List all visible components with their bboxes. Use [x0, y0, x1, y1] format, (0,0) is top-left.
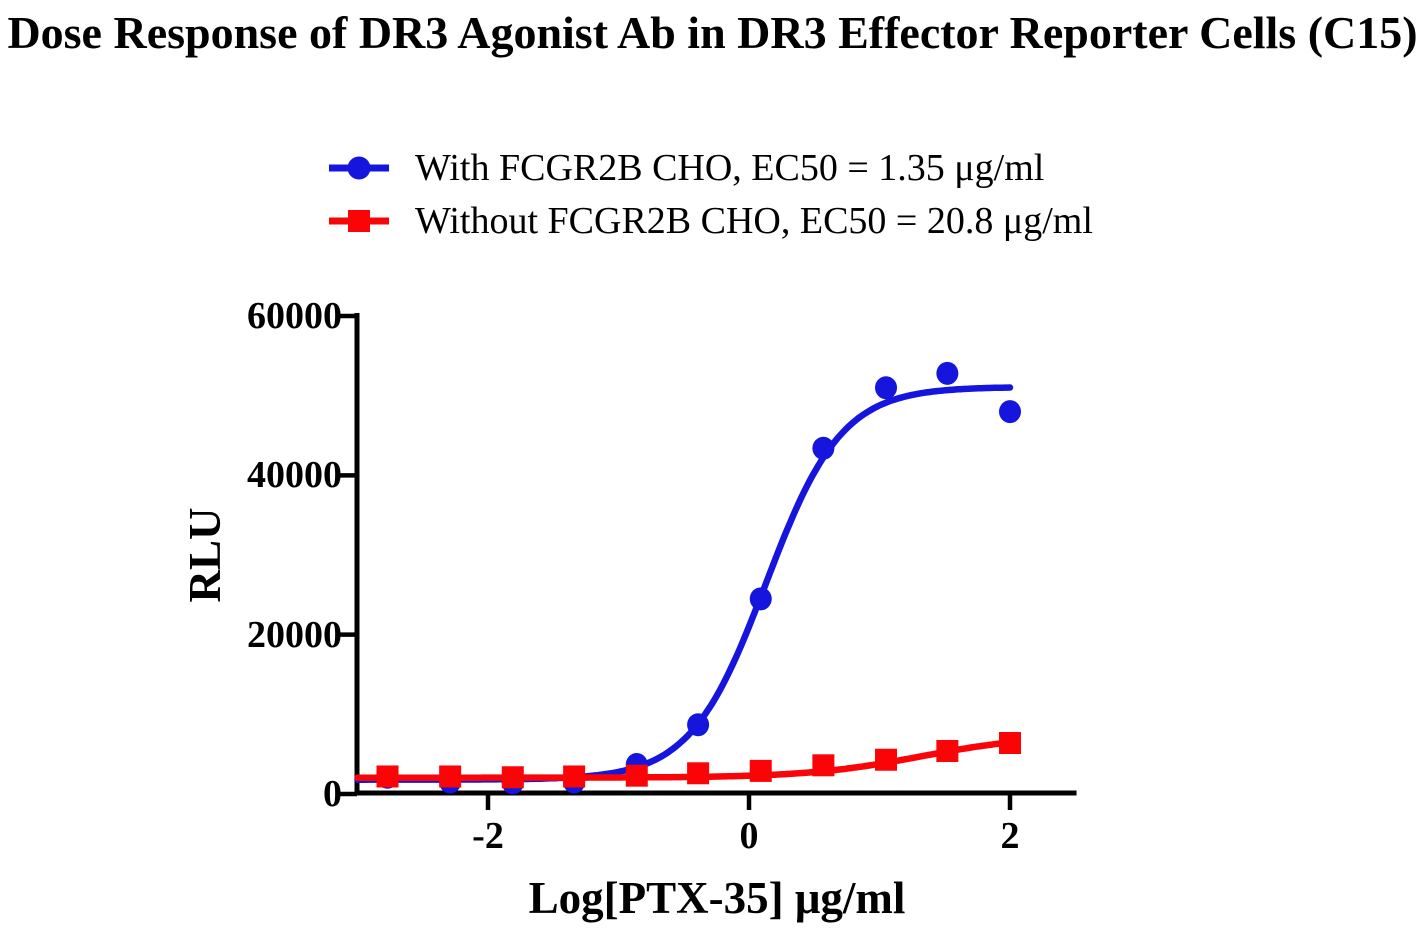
fit-curve-red: [354, 739, 1014, 781]
legend: With FCGR2B CHO, EC50 = 1.35 μg/ml Witho…: [327, 141, 1093, 247]
x-tick-label: 2: [1000, 815, 1020, 857]
legend-item-without-fcgr2b: Without FCGR2B CHO, EC50 = 20.8 μg/ml: [327, 194, 1093, 247]
data-point-square: [749, 759, 772, 782]
data-point-circle: [749, 587, 772, 611]
chart-title: Dose Response of DR3 Agonist Ab in DR3 E…: [7, 7, 1418, 58]
data-point-circle: [812, 436, 835, 460]
data-point-square: [625, 764, 648, 787]
square-series-legend-marker: [329, 209, 389, 232]
data-point-square: [563, 765, 586, 788]
x-tick-label: 0: [739, 815, 759, 857]
x-tick-label: -2: [472, 815, 504, 857]
legend-item-with-fcgr2b: With FCGR2B CHO, EC50 = 1.35 μg/ml: [327, 141, 1093, 194]
data-point-circle: [999, 400, 1021, 424]
y-tick-label: 40000: [247, 454, 342, 497]
data-point-square: [376, 765, 399, 788]
circle-series-legend-marker: [329, 156, 389, 179]
y-tick-label: 60000: [247, 295, 342, 337]
y-tick-label: 20000: [247, 613, 342, 656]
x-axis-title: Log[PTX-35] μg/ml: [528, 873, 906, 923]
fit-curve-blue: [354, 384, 1014, 783]
data-point-square: [687, 762, 710, 785]
data-point-square: [439, 765, 462, 788]
data-point-square: [999, 732, 1021, 755]
data-point-circle: [936, 361, 959, 385]
y-tick-label: 0: [323, 773, 342, 815]
legend-label-without-fcgr2b: Without FCGR2B CHO, EC50 = 20.8 μg/ml: [415, 199, 1093, 242]
data-point-circle: [687, 713, 710, 737]
data-point-square: [501, 766, 524, 789]
data-point-square: [936, 739, 959, 762]
legend-label-with-fcgr2b: With FCGR2B CHO, EC50 = 1.35 μg/ml: [415, 146, 1045, 189]
data-point-circle: [875, 376, 898, 400]
data-point-square: [875, 748, 898, 771]
data-point-square: [812, 754, 835, 777]
